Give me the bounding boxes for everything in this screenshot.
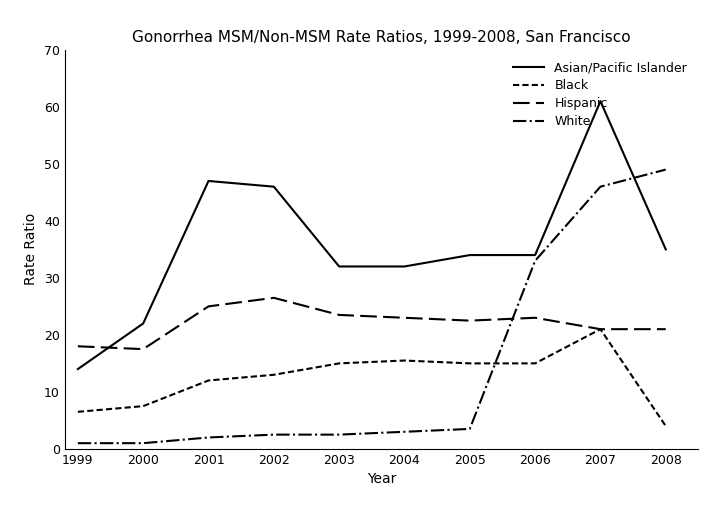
- Hispanic: [204, 303, 213, 310]
- Asian/Pacific Islander: [465, 252, 474, 258]
- Hispanic: [400, 314, 409, 321]
- Asian/Pacific Islander: [204, 178, 213, 184]
- Line: White: White: [78, 170, 666, 443]
- Asian/Pacific Islander: [139, 320, 148, 327]
- White: [335, 432, 343, 438]
- Black: [465, 360, 474, 366]
- Line: Hispanic: Hispanic: [78, 298, 666, 349]
- White: [269, 432, 278, 438]
- White: [465, 426, 474, 432]
- Asian/Pacific Islander: [662, 246, 670, 253]
- Asian/Pacific Islander: [335, 264, 343, 270]
- White: [531, 258, 539, 264]
- Hispanic: [139, 346, 148, 352]
- Asian/Pacific Islander: [269, 184, 278, 190]
- Asian/Pacific Islander: [596, 98, 605, 104]
- Black: [139, 403, 148, 410]
- Asian/Pacific Islander: [73, 366, 82, 372]
- Hispanic: [269, 295, 278, 301]
- Legend: Asian/Pacific Islander, Black, Hispanic, White: Asian/Pacific Islander, Black, Hispanic,…: [508, 56, 692, 133]
- White: [400, 428, 409, 435]
- White: [204, 434, 213, 440]
- Black: [400, 358, 409, 364]
- Title: Gonorrhea MSM/Non-MSM Rate Ratios, 1999-2008, San Francisco: Gonorrhea MSM/Non-MSM Rate Ratios, 1999-…: [132, 29, 631, 45]
- Black: [73, 408, 82, 415]
- White: [73, 440, 82, 446]
- Black: [204, 377, 213, 384]
- Hispanic: [596, 326, 605, 332]
- X-axis label: Year: Year: [367, 472, 396, 486]
- Hispanic: [662, 326, 670, 332]
- White: [662, 166, 670, 173]
- Hispanic: [73, 343, 82, 350]
- Black: [662, 423, 670, 429]
- Black: [335, 360, 343, 366]
- Black: [269, 372, 278, 378]
- Text: Medscape: Medscape: [9, 10, 110, 28]
- Black: [596, 326, 605, 332]
- Black: [531, 360, 539, 366]
- Hispanic: [465, 318, 474, 324]
- Asian/Pacific Islander: [531, 252, 539, 258]
- Text: Source: BMC Public Health © 1999-2010 BioMed Central Ltd: Source: BMC Public Health © 1999-2010 Bi…: [182, 504, 538, 517]
- White: [596, 184, 605, 190]
- Hispanic: [335, 312, 343, 318]
- Y-axis label: Rate Ratio: Rate Ratio: [24, 213, 38, 286]
- Line: Black: Black: [78, 329, 666, 426]
- White: [139, 440, 148, 446]
- Asian/Pacific Islander: [400, 264, 409, 270]
- Hispanic: [531, 314, 539, 321]
- Line: Asian/Pacific Islander: Asian/Pacific Islander: [78, 101, 666, 369]
